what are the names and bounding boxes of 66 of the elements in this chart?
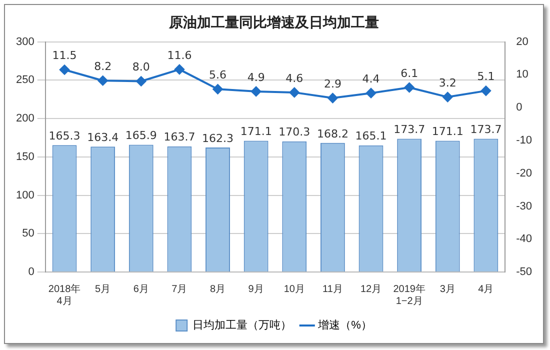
data-label: 165.9 bbox=[125, 129, 157, 142]
x-tick-label: 10月 bbox=[284, 284, 305, 295]
point bbox=[289, 87, 300, 98]
data-label: 6.1 bbox=[400, 66, 418, 80]
point bbox=[480, 86, 491, 96]
data-label: 165.3 bbox=[48, 130, 80, 143]
data-label: 163.7 bbox=[164, 130, 196, 144]
data-label: 4.6 bbox=[286, 72, 304, 85]
y-tick-label: 50 bbox=[22, 228, 34, 240]
x-tick-label: 2018年 4月 bbox=[48, 282, 81, 307]
y2-tick-label: -50 bbox=[516, 266, 532, 278]
data-label: 173.7 bbox=[394, 123, 426, 136]
data-label: 163.4 bbox=[87, 130, 119, 144]
y-tick-label: 300 bbox=[16, 36, 34, 48]
data-label: 4.4 bbox=[362, 72, 380, 86]
point bbox=[328, 93, 338, 104]
point bbox=[136, 76, 146, 86]
y-tick-label: 0 bbox=[28, 266, 34, 278]
x-tick-label: 3月 bbox=[440, 284, 456, 295]
x-tick-label: 7月 bbox=[172, 284, 188, 295]
y2-tick-label: -30 bbox=[516, 200, 532, 212]
y-tick-label: 250 bbox=[16, 74, 34, 86]
data-label: 168.2 bbox=[316, 127, 348, 140]
point bbox=[404, 82, 414, 93]
point bbox=[442, 92, 453, 102]
y-tick-label: 150 bbox=[16, 150, 34, 163]
data-label: 8.0 bbox=[132, 60, 150, 74]
data-label: 171.1 bbox=[432, 125, 464, 138]
y-tick-label: 200 bbox=[16, 112, 34, 125]
data-label: 4.9 bbox=[247, 70, 265, 84]
x-tick-label: 11月 bbox=[322, 284, 343, 295]
x-tick-label: 6月 bbox=[133, 284, 149, 295]
x-tick-label: 8月 bbox=[210, 284, 226, 295]
y2-tick-label: -20 bbox=[516, 167, 532, 180]
chart-title: 原油加工量同比增速及日均加工量 bbox=[168, 15, 379, 32]
point bbox=[60, 64, 70, 75]
legend-label: 增速（%） bbox=[317, 318, 372, 332]
data-label: 2.9 bbox=[324, 77, 342, 90]
data-label: 162.3 bbox=[202, 132, 234, 145]
data-label: 11.5 bbox=[52, 49, 77, 62]
y2-tick-label: -40 bbox=[516, 233, 532, 246]
data-label: 5.6 bbox=[209, 68, 227, 82]
point bbox=[251, 86, 262, 96]
point bbox=[212, 84, 223, 94]
data-label: 11.6 bbox=[167, 48, 192, 62]
y-tick-label: 100 bbox=[16, 189, 34, 202]
point bbox=[174, 64, 184, 74]
data-label: 3.2 bbox=[438, 76, 456, 90]
data-label: 173.7 bbox=[470, 123, 502, 136]
x-tick-label: 12月 bbox=[360, 284, 382, 295]
y2-tick-label: 10 bbox=[516, 68, 528, 81]
data-label: 171.1 bbox=[240, 125, 272, 138]
x-tick-label: 4月 bbox=[478, 284, 494, 295]
x-tick-label: 9月 bbox=[248, 284, 264, 295]
data-label: 5.1 bbox=[477, 70, 495, 84]
point bbox=[366, 88, 376, 98]
point bbox=[98, 76, 108, 86]
x-tick-label: 5月 bbox=[95, 284, 111, 295]
data-label: 165.1 bbox=[355, 130, 387, 143]
data-label: 170.3 bbox=[278, 126, 310, 139]
y2-tick-label: 20 bbox=[516, 36, 528, 48]
x-tick-label: 2019年 1−2月 bbox=[393, 282, 426, 307]
legend-label: 日均加工量（万吨） bbox=[192, 318, 292, 332]
y2-tick-label: 0 bbox=[516, 102, 522, 114]
data-label: 8.2 bbox=[94, 60, 112, 73]
y2-tick-label: -10 bbox=[516, 134, 532, 146]
